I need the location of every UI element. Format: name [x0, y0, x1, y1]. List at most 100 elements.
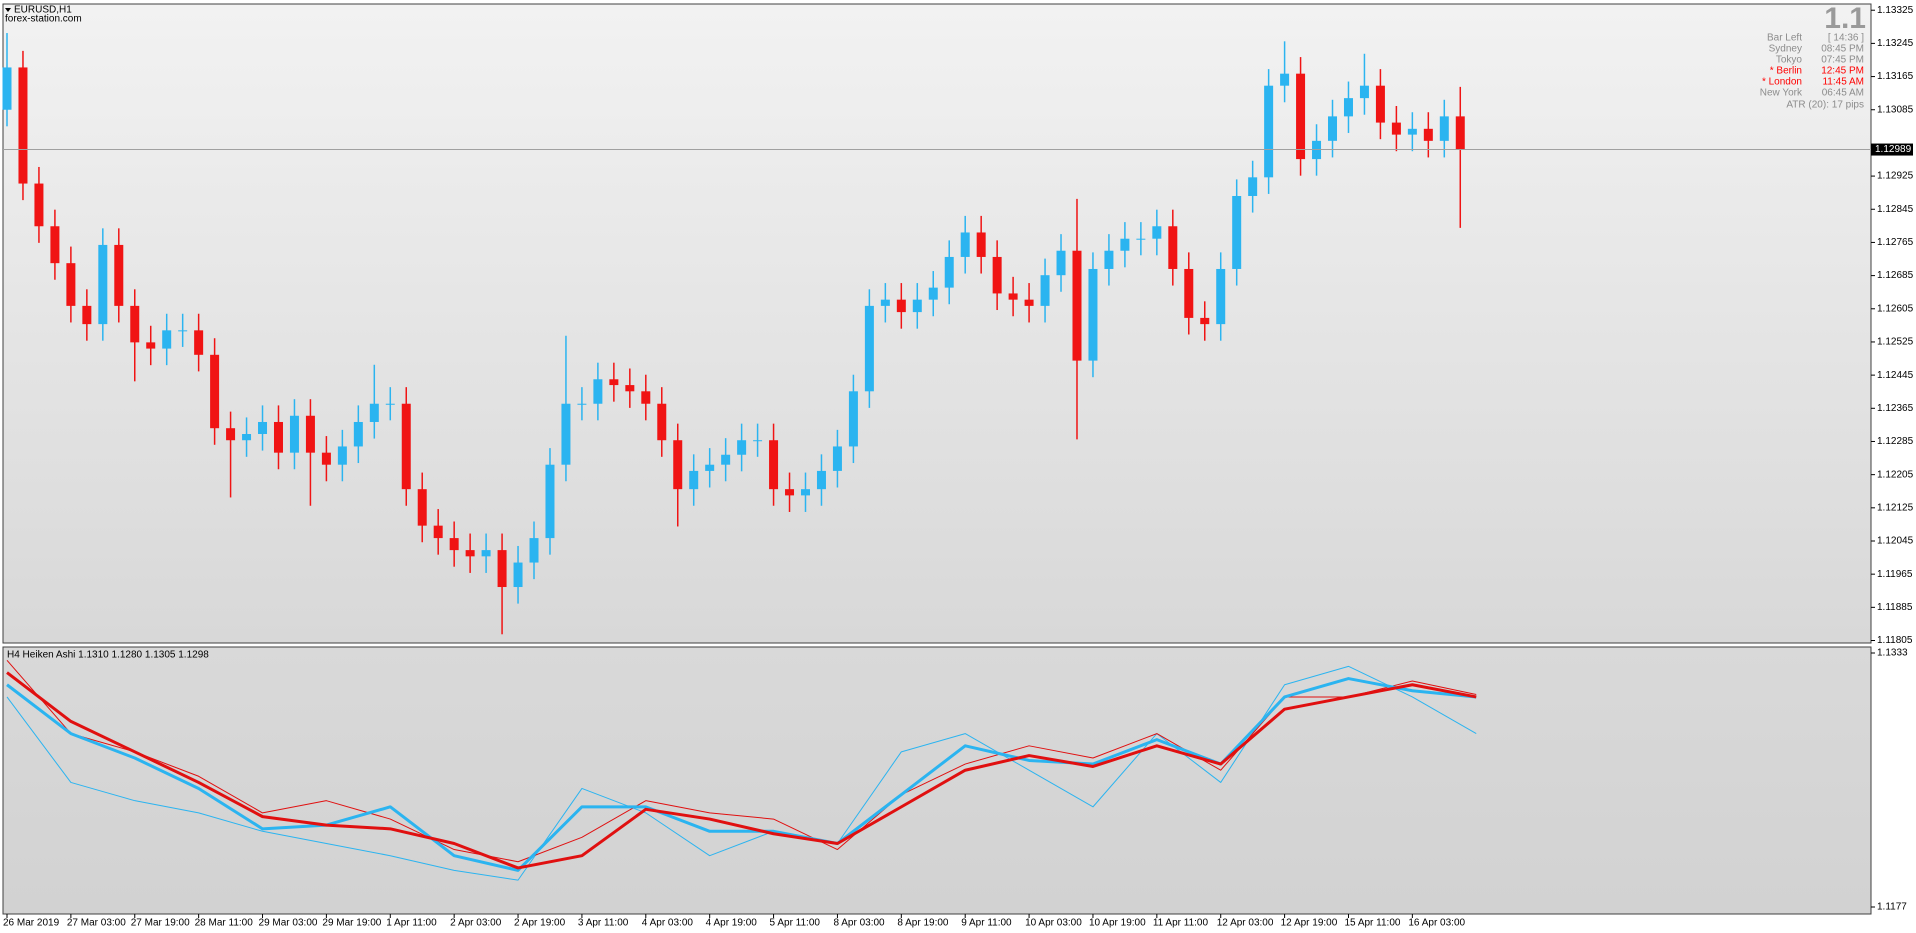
y-tick-label: 1.11885 [1877, 602, 1913, 613]
candle-body [433, 525, 443, 539]
y-tick-label: 1.13325 [1877, 5, 1914, 16]
candle-body [401, 403, 411, 490]
y-tick-label: 1.12365 [1877, 403, 1914, 414]
x-tick-label: 2 Apr 03:00 [450, 918, 502, 929]
x-tick-label: 28 Mar 11:00 [195, 918, 254, 929]
candle-body [98, 244, 108, 325]
candle-body [1375, 85, 1385, 123]
candle-body [545, 464, 555, 539]
y-tick-label: 1.12525 [1877, 337, 1914, 348]
candle-body [1104, 250, 1114, 269]
candle-body [1216, 268, 1226, 325]
candle-body [705, 464, 715, 471]
current-price-label: 1.12989 [1875, 144, 1912, 155]
candle-body [1088, 268, 1098, 361]
y-tick-label: 1.13085 [1877, 104, 1914, 115]
x-tick-label: 4 Apr 19:00 [706, 918, 758, 929]
candle-body [769, 440, 779, 490]
y-tick-label: 1.11805 [1877, 635, 1913, 646]
x-tick-label: 10 Apr 19:00 [1089, 918, 1146, 929]
x-tick-label: 26 Mar 2019 [3, 918, 60, 929]
candle-body [305, 415, 315, 453]
candle-body [194, 330, 204, 355]
candle-body [50, 226, 60, 264]
candle-body [18, 67, 28, 184]
candle-body [912, 299, 922, 313]
candle-body [1296, 73, 1306, 160]
info-name: Tokyo [1776, 55, 1803, 66]
candle-body [625, 385, 635, 392]
info-name: New York [1760, 88, 1803, 99]
x-tick-label: 5 Apr 11:00 [770, 918, 821, 929]
indicator-line [6, 671, 1477, 870]
info-value: 07:45 PM [1821, 55, 1864, 66]
candle-body [1120, 238, 1130, 251]
x-tick-label: 9 Apr 11:00 [961, 918, 1012, 929]
candle-body [2, 67, 12, 110]
y-tick-label: 1.12045 [1877, 536, 1914, 547]
x-tick-label: 8 Apr 03:00 [833, 918, 885, 929]
candle-body [242, 434, 252, 441]
candle-body [1423, 128, 1433, 141]
x-tick-label: 2 Apr 19:00 [514, 918, 566, 929]
candle-body [944, 256, 954, 288]
candle-body [816, 470, 826, 490]
candle-body [34, 183, 44, 227]
symbol-menu-arrow[interactable] [5, 8, 11, 12]
candle-body [609, 379, 619, 386]
indicator-line [6, 659, 1477, 863]
candle-body [130, 305, 140, 343]
candle-body [864, 305, 874, 392]
candle-body [66, 263, 76, 306]
candle-body [1152, 226, 1162, 239]
y-tick-label: 1.11965 [1877, 569, 1913, 580]
x-tick-label: 15 Apr 11:00 [1344, 918, 1400, 929]
candle-body [529, 538, 539, 563]
candle-body [880, 299, 890, 306]
y-tick-label: 1.12685 [1877, 270, 1914, 281]
candle-body [1136, 238, 1146, 240]
candle-body [960, 232, 970, 257]
candle-body [210, 354, 220, 429]
candle-body [689, 470, 699, 490]
candle-body [1328, 116, 1338, 141]
info-name: Sydney [1769, 44, 1802, 55]
candle-body [1024, 299, 1034, 306]
x-tick-label: 3 Apr 11:00 [578, 918, 629, 929]
candle-body [369, 403, 379, 422]
atr-label: ATR (20): 17 pips [1786, 100, 1864, 111]
candle-body [146, 342, 156, 349]
candle-body [1391, 122, 1401, 135]
candle-body [178, 330, 188, 332]
y-tick-label: 1.12765 [1877, 237, 1914, 248]
info-value: 12:45 PM [1821, 66, 1864, 77]
candle-body [1008, 293, 1018, 300]
price-pane [2, 3, 1872, 644]
x-tick-label: 12 Apr 03:00 [1217, 918, 1274, 929]
x-tick-label: 12 Apr 19:00 [1281, 918, 1338, 929]
candle-body [337, 446, 347, 465]
y-tick-label: 1.12285 [1877, 436, 1914, 447]
candle-body [321, 452, 331, 465]
info-value: 06:45 AM [1822, 88, 1864, 99]
candle-body [385, 403, 395, 405]
candle-body [1248, 177, 1258, 196]
candle-body [289, 415, 299, 453]
y-tick-label: 1.12445 [1877, 370, 1914, 381]
candle-body [1455, 116, 1465, 150]
candle-body [896, 299, 906, 313]
candle-body [785, 489, 795, 496]
candle-body [465, 550, 475, 557]
x-tick-label: 16 Apr 03:00 [1408, 918, 1465, 929]
y-tick-label: 1.12925 [1877, 171, 1914, 182]
y-tick-label: 1.1177 [1877, 902, 1907, 913]
x-tick-label: 29 Mar 19:00 [322, 918, 381, 929]
x-tick-label: 4 Apr 03:00 [642, 918, 694, 929]
candle-body [1056, 250, 1066, 276]
x-tick-label: 27 Mar 03:00 [67, 918, 126, 929]
candle-body [226, 428, 236, 441]
candle-body [976, 232, 986, 257]
candle-body [577, 403, 587, 405]
indicator-line [6, 665, 1477, 881]
